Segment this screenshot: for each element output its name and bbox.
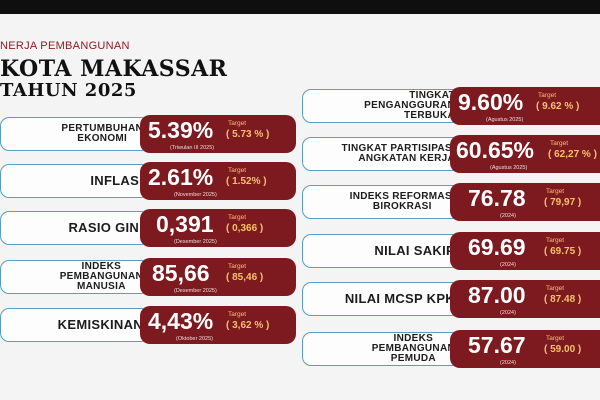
indicator-period: (2024) bbox=[500, 310, 516, 316]
indicator-label-box: NILAI MCSP KPK bbox=[302, 282, 462, 316]
target-label: Target bbox=[546, 285, 565, 292]
indicator-label-box: TINGKAT PENGANGGURAN TERBUKA bbox=[302, 89, 462, 123]
target-value: ( 62,27 % ) bbox=[548, 149, 597, 160]
indicator-label-box: PERTUMBUHAN EKONOMI bbox=[0, 117, 150, 151]
target-value: ( 9.62 % ) bbox=[536, 101, 580, 112]
indicator-period: (Desember 2025) bbox=[174, 239, 217, 245]
header-subtitle: NERJA PEMBANGUNAN bbox=[0, 40, 130, 52]
page-title: KOTA MAKASSAR bbox=[0, 56, 228, 82]
target-label: Target bbox=[228, 214, 247, 221]
indicator-label-box: INDEKS REFORMASI BIROKRASI bbox=[302, 185, 462, 219]
indicator-label-box: INDEKS PEMBANGUNAN PEMUDA bbox=[302, 332, 462, 366]
indicator-kemiskinan: KEMISKINAN 4,43% (Oktober 2025) Target (… bbox=[0, 306, 296, 344]
indicator-label-box: KEMISKINAN bbox=[0, 308, 150, 342]
indicator-period: (November 2025) bbox=[174, 192, 217, 198]
indicator-nilai-sakip: NILAI SAKIP 69.69 (2024) Target ( 69.75 … bbox=[302, 232, 600, 270]
indicator-nilai-mcsp-kpk: NILAI MCSP KPK 87.00 (2024) Target ( 87.… bbox=[302, 280, 600, 318]
indicator-value-box: 0,391 (Desember 2025) Target ( 0,366 ) bbox=[140, 209, 296, 247]
indicator-pertumbuhan-ekonomi: PERTUMBUHAN EKONOMI 5.39% (Triwulan III … bbox=[0, 115, 296, 153]
target-value: ( 69.75 ) bbox=[544, 246, 582, 257]
indicator-value: 85,66 bbox=[152, 260, 210, 286]
indicator-value: 0,391 bbox=[156, 211, 214, 237]
indicator-value-box: 76.78 (2024) Target ( 79,97 ) bbox=[450, 183, 600, 221]
indicator-value: 76.78 bbox=[468, 185, 526, 211]
indicator-period: (Triwulan III 2025) bbox=[170, 145, 215, 151]
indicator-period: (2024) bbox=[500, 213, 516, 219]
indicator-label: RASIO GINI bbox=[68, 220, 143, 235]
indicator-value-box: 87.00 (2024) Target ( 87.48 ) bbox=[450, 280, 600, 318]
indicator-value: 4,43% bbox=[148, 308, 214, 334]
indicator-value-box: 2.61% (November 2025) Target ( 1.52% ) bbox=[140, 162, 296, 200]
indicator-value: 5.39% bbox=[148, 117, 214, 143]
indicator-period: (Agustus 2025) bbox=[486, 117, 524, 123]
target-value: ( 5.73 % ) bbox=[226, 129, 270, 140]
target-value: ( 85,46 ) bbox=[226, 272, 264, 283]
indicator-label: KEMISKINAN bbox=[57, 317, 143, 332]
indicator-value-box: 9.60% (Agustus 2025) Target ( 9.62 % ) bbox=[450, 87, 600, 125]
indicator-label-box: NILAI SAKIP bbox=[302, 234, 462, 268]
indicator-label: PERTUMBUHAN EKONOMI bbox=[61, 123, 143, 144]
indicator-value: 9.60% bbox=[458, 89, 524, 115]
indicator-rasio-gini: RASIO GINI 0,391 (Desember 2025) Target … bbox=[0, 209, 296, 247]
indicator-label: INDEKS PEMBANGUNAN MANUSIA bbox=[59, 261, 143, 292]
indicator-label-box: INFLASI bbox=[0, 164, 150, 198]
indicator-period: (2024) bbox=[500, 262, 516, 268]
indicator-value-box: 69.69 (2024) Target ( 69.75 ) bbox=[450, 232, 600, 270]
indicator-value-box: 60.65% (Agustus 2025) Target ( 62,27 % ) bbox=[450, 135, 600, 173]
indicator-value-box: 4,43% (Oktober 2025) Target ( 3,62 % ) bbox=[140, 306, 296, 344]
indicator-label-box: TINGKAT PARTISIPASI ANGKATAN KERJA bbox=[302, 137, 462, 171]
indicator-value-box: 5.39% (Triwulan III 2025) Target ( 5.73 … bbox=[140, 115, 296, 153]
target-label: Target bbox=[228, 167, 247, 174]
target-value: ( 79,97 ) bbox=[544, 197, 582, 208]
target-label: Target bbox=[546, 237, 565, 244]
target-label: Target bbox=[228, 120, 247, 127]
indicator-period: (Agustus 2025) bbox=[490, 165, 528, 171]
indicator-label-box: RASIO GINI bbox=[0, 211, 150, 245]
indicator-label: NILAI MCSP KPK bbox=[344, 291, 455, 306]
indicator-indeks-pembangunan-manusia: INDEKS PEMBANGUNAN MANUSIA 85,66 (Desemb… bbox=[0, 258, 296, 296]
indicator-value: 2.61% bbox=[148, 164, 214, 190]
indicator-value-box: 57.67 (2024) Target ( 59.00 ) bbox=[450, 330, 600, 368]
indicator-value: 60.65% bbox=[456, 137, 535, 163]
target-label: Target bbox=[538, 92, 557, 99]
indicator-value: 87.00 bbox=[468, 282, 526, 308]
indicator-indeks-reformasi-birokrasi: INDEKS REFORMASI BIROKRASI 76.78 (2024) … bbox=[302, 183, 600, 221]
target-label: Target bbox=[546, 335, 565, 342]
indicator-label: INFLASI bbox=[90, 173, 143, 188]
indicator-label: INDEKS PEMBANGUNAN PEMUDA bbox=[371, 333, 455, 364]
indicator-period: (Desember 2025) bbox=[174, 288, 217, 294]
target-value: ( 59.00 ) bbox=[544, 344, 582, 355]
indicator-period: (2024) bbox=[500, 360, 516, 366]
target-value: ( 0,366 ) bbox=[226, 223, 264, 234]
target-value: ( 1.52% ) bbox=[226, 176, 267, 187]
target-label: Target bbox=[228, 311, 247, 318]
indicator-indeks-pembangunan-pemuda: INDEKS PEMBANGUNAN PEMUDA 57.67 (2024) T… bbox=[302, 330, 600, 368]
infographic-panel: NERJA PEMBANGUNAN KOTA MAKASSAR TAHUN 20… bbox=[0, 14, 600, 400]
indicator-value: 57.67 bbox=[468, 332, 526, 358]
indicator-label: NILAI SAKIP bbox=[374, 243, 455, 258]
target-label: Target bbox=[228, 263, 247, 270]
indicator-period: (Oktober 2025) bbox=[176, 336, 213, 342]
indicator-value: 69.69 bbox=[468, 234, 526, 260]
target-label: Target bbox=[550, 140, 569, 147]
target-value: ( 3,62 % ) bbox=[226, 320, 270, 331]
indicator-value-box: 85,66 (Desember 2025) Target ( 85,46 ) bbox=[140, 258, 296, 296]
indicator-label-box: INDEKS PEMBANGUNAN MANUSIA bbox=[0, 260, 150, 294]
target-label: Target bbox=[546, 188, 565, 195]
target-value: ( 87.48 ) bbox=[544, 294, 582, 305]
indicator-tingkat-partisipasi-angkatan-kerja: TINGKAT PARTISIPASI ANGKATAN KERJA 60.65… bbox=[302, 135, 600, 173]
indicator-label: INDEKS REFORMASI BIROKRASI bbox=[349, 191, 455, 212]
indicator-label: TINGKAT PARTISIPASI ANGKATAN KERJA bbox=[341, 143, 455, 164]
page-title-year: TAHUN 2025 bbox=[0, 80, 137, 101]
indicator-label: TINGKAT PENGANGGURAN TERBUKA bbox=[364, 90, 455, 121]
indicator-tingkat-pengangguran-terbuka: TINGKAT PENGANGGURAN TERBUKA 9.60% (Agus… bbox=[302, 87, 600, 125]
indicator-inflasi: INFLASI 2.61% (November 2025) Target ( 1… bbox=[0, 162, 296, 200]
